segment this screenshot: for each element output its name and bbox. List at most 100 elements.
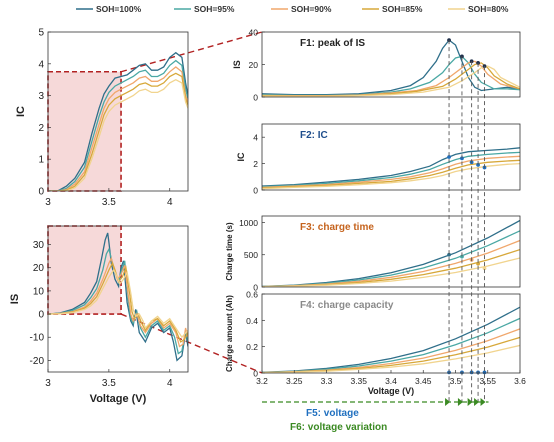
charge-amount-panel: 0 0.2 0.4 0.6 3.2 3.25 3.3 3.35 3.4 3.45 3.5 3.55 3.… xyxy=(225,290,526,397)
series-line xyxy=(48,256,188,348)
ic-full-panel: 0 1 2 3 4 5 3 3.5 4 IC xyxy=(15,28,189,208)
series-line xyxy=(262,230,520,287)
feature-marker xyxy=(447,252,451,257)
x-tick-label: 3.4 xyxy=(385,376,397,386)
y-tick-label: 0.4 xyxy=(246,316,258,326)
series-line xyxy=(48,51,188,191)
feature-annotations: F5: voltage F6: voltage variation xyxy=(262,398,489,433)
x-tick-label: 3.3 xyxy=(321,376,333,386)
series-line xyxy=(48,72,188,191)
y-axis-label: IS xyxy=(232,60,242,69)
y-axis-label: Charge amount (Ah) xyxy=(225,295,234,372)
y-tick-label: 4 xyxy=(253,133,258,143)
axes-frame xyxy=(261,215,521,288)
x-tick-label: 3.5 xyxy=(102,378,116,389)
y-tick-label: 40 xyxy=(249,28,259,38)
voltage-guides xyxy=(448,40,485,402)
legend-label: SOH=100% xyxy=(96,4,142,14)
legend-label: SOH=90% xyxy=(291,4,332,14)
y-tick-label: 0 xyxy=(253,369,258,379)
axes-frame xyxy=(47,225,189,373)
y-tick-label: 0.2 xyxy=(246,342,258,352)
x-tick-label: 3.5 xyxy=(102,197,116,208)
series-line xyxy=(262,159,520,189)
series-line xyxy=(48,78,188,191)
series-line xyxy=(262,39,520,96)
series-line xyxy=(262,306,520,373)
y-tick-label: 0 xyxy=(253,283,258,293)
feature-marker xyxy=(482,266,487,271)
feature-annotation: F3: charge time xyxy=(300,222,374,233)
f6-label: F6: voltage variation xyxy=(290,422,387,433)
axes-frame xyxy=(261,123,521,191)
y-tick-label: 0 xyxy=(253,186,258,196)
connector-top xyxy=(120,31,263,73)
x-axis-label: Voltage (V) xyxy=(90,393,147,405)
x-tick-label: 3 xyxy=(45,378,51,389)
feature-marker xyxy=(460,254,464,259)
feature-annotation: F2: IC xyxy=(300,130,328,141)
x-tick-label: 3.55 xyxy=(479,376,496,386)
series-line xyxy=(48,268,188,339)
series-line xyxy=(262,155,520,189)
feature-annotation: F1: peak of IS xyxy=(300,38,365,49)
ic-zoom-panel: 0 2 4 IC F2: IC xyxy=(236,123,521,196)
y-tick-label: 5 xyxy=(38,28,44,39)
y-tick-label: 0.6 xyxy=(246,290,258,300)
x-tick-label: 3.5 xyxy=(450,376,462,386)
y-tick-label: 1000 xyxy=(239,218,258,228)
f6-arrowhead xyxy=(445,398,451,406)
y-tick-label: 0 xyxy=(38,187,44,198)
series-line xyxy=(48,66,188,191)
y-axis-label: IS xyxy=(9,294,21,304)
y-tick-label: 20 xyxy=(33,263,45,274)
y-tick-label: 0 xyxy=(38,310,44,321)
y-tick-label: 2 xyxy=(253,159,258,169)
x-tick-label: 3.6 xyxy=(514,376,526,386)
x-tick-label: 3 xyxy=(45,197,51,208)
x-axis-label: Voltage (V) xyxy=(368,386,414,396)
y-tick-label: -20 xyxy=(30,356,45,367)
f6-arrowhead xyxy=(457,398,463,406)
y-axis-label: IC xyxy=(15,106,27,117)
x-tick-label: 3.2 xyxy=(256,376,268,386)
highlight-region xyxy=(48,226,122,315)
y-axis-label: Charge time (s) xyxy=(225,222,234,281)
y-tick-label: 30 xyxy=(33,240,45,251)
f5-label: F5: voltage xyxy=(306,408,359,419)
x-tick-label: 3.35 xyxy=(350,376,367,386)
y-tick-label: 0 xyxy=(253,93,258,103)
f6-arrowhead xyxy=(474,398,480,406)
axes-frame xyxy=(47,31,189,192)
charge-time-panel: 0 500 1000 Charge time (s) F3: charge time xyxy=(225,215,521,293)
series-line xyxy=(262,162,520,190)
feature-marker xyxy=(476,163,480,167)
legend-label: SOH=85% xyxy=(382,4,423,14)
x-tick-label: 3.45 xyxy=(415,376,432,386)
y-axis-label: IC xyxy=(236,152,246,162)
series-line xyxy=(262,344,520,373)
y-tick-label: 4 xyxy=(38,59,44,70)
series-line xyxy=(48,261,188,343)
feature-annotation: F4: charge capacity xyxy=(300,300,394,311)
f6-arrowhead xyxy=(467,398,473,406)
y-tick-label: 500 xyxy=(244,250,258,260)
series-line xyxy=(48,59,188,191)
y-tick-label: -10 xyxy=(30,333,45,344)
legend: SOH=100% SOH=95% SOH=90% SOH=85% SOH=80% xyxy=(76,4,509,14)
series-line xyxy=(262,151,520,188)
legend-label: SOH=95% xyxy=(194,4,235,14)
feature-marker xyxy=(447,155,451,159)
is-full-panel: -20 -10 0 10 20 30 3 3.5 4 IS Voltage (V) xyxy=(9,225,189,405)
legend-label: SOH=80% xyxy=(468,4,509,14)
is-zoom-panel: 0 20 40 IS F1: peak of IS xyxy=(232,28,521,103)
series-line xyxy=(262,147,520,187)
y-tick-label: 1 xyxy=(38,155,44,166)
y-tick-label: 3 xyxy=(38,91,44,102)
y-tick-label: 10 xyxy=(33,286,45,297)
feature-marker xyxy=(476,261,480,266)
x-tick-label: 3.25 xyxy=(286,376,303,386)
series-line xyxy=(262,257,520,287)
